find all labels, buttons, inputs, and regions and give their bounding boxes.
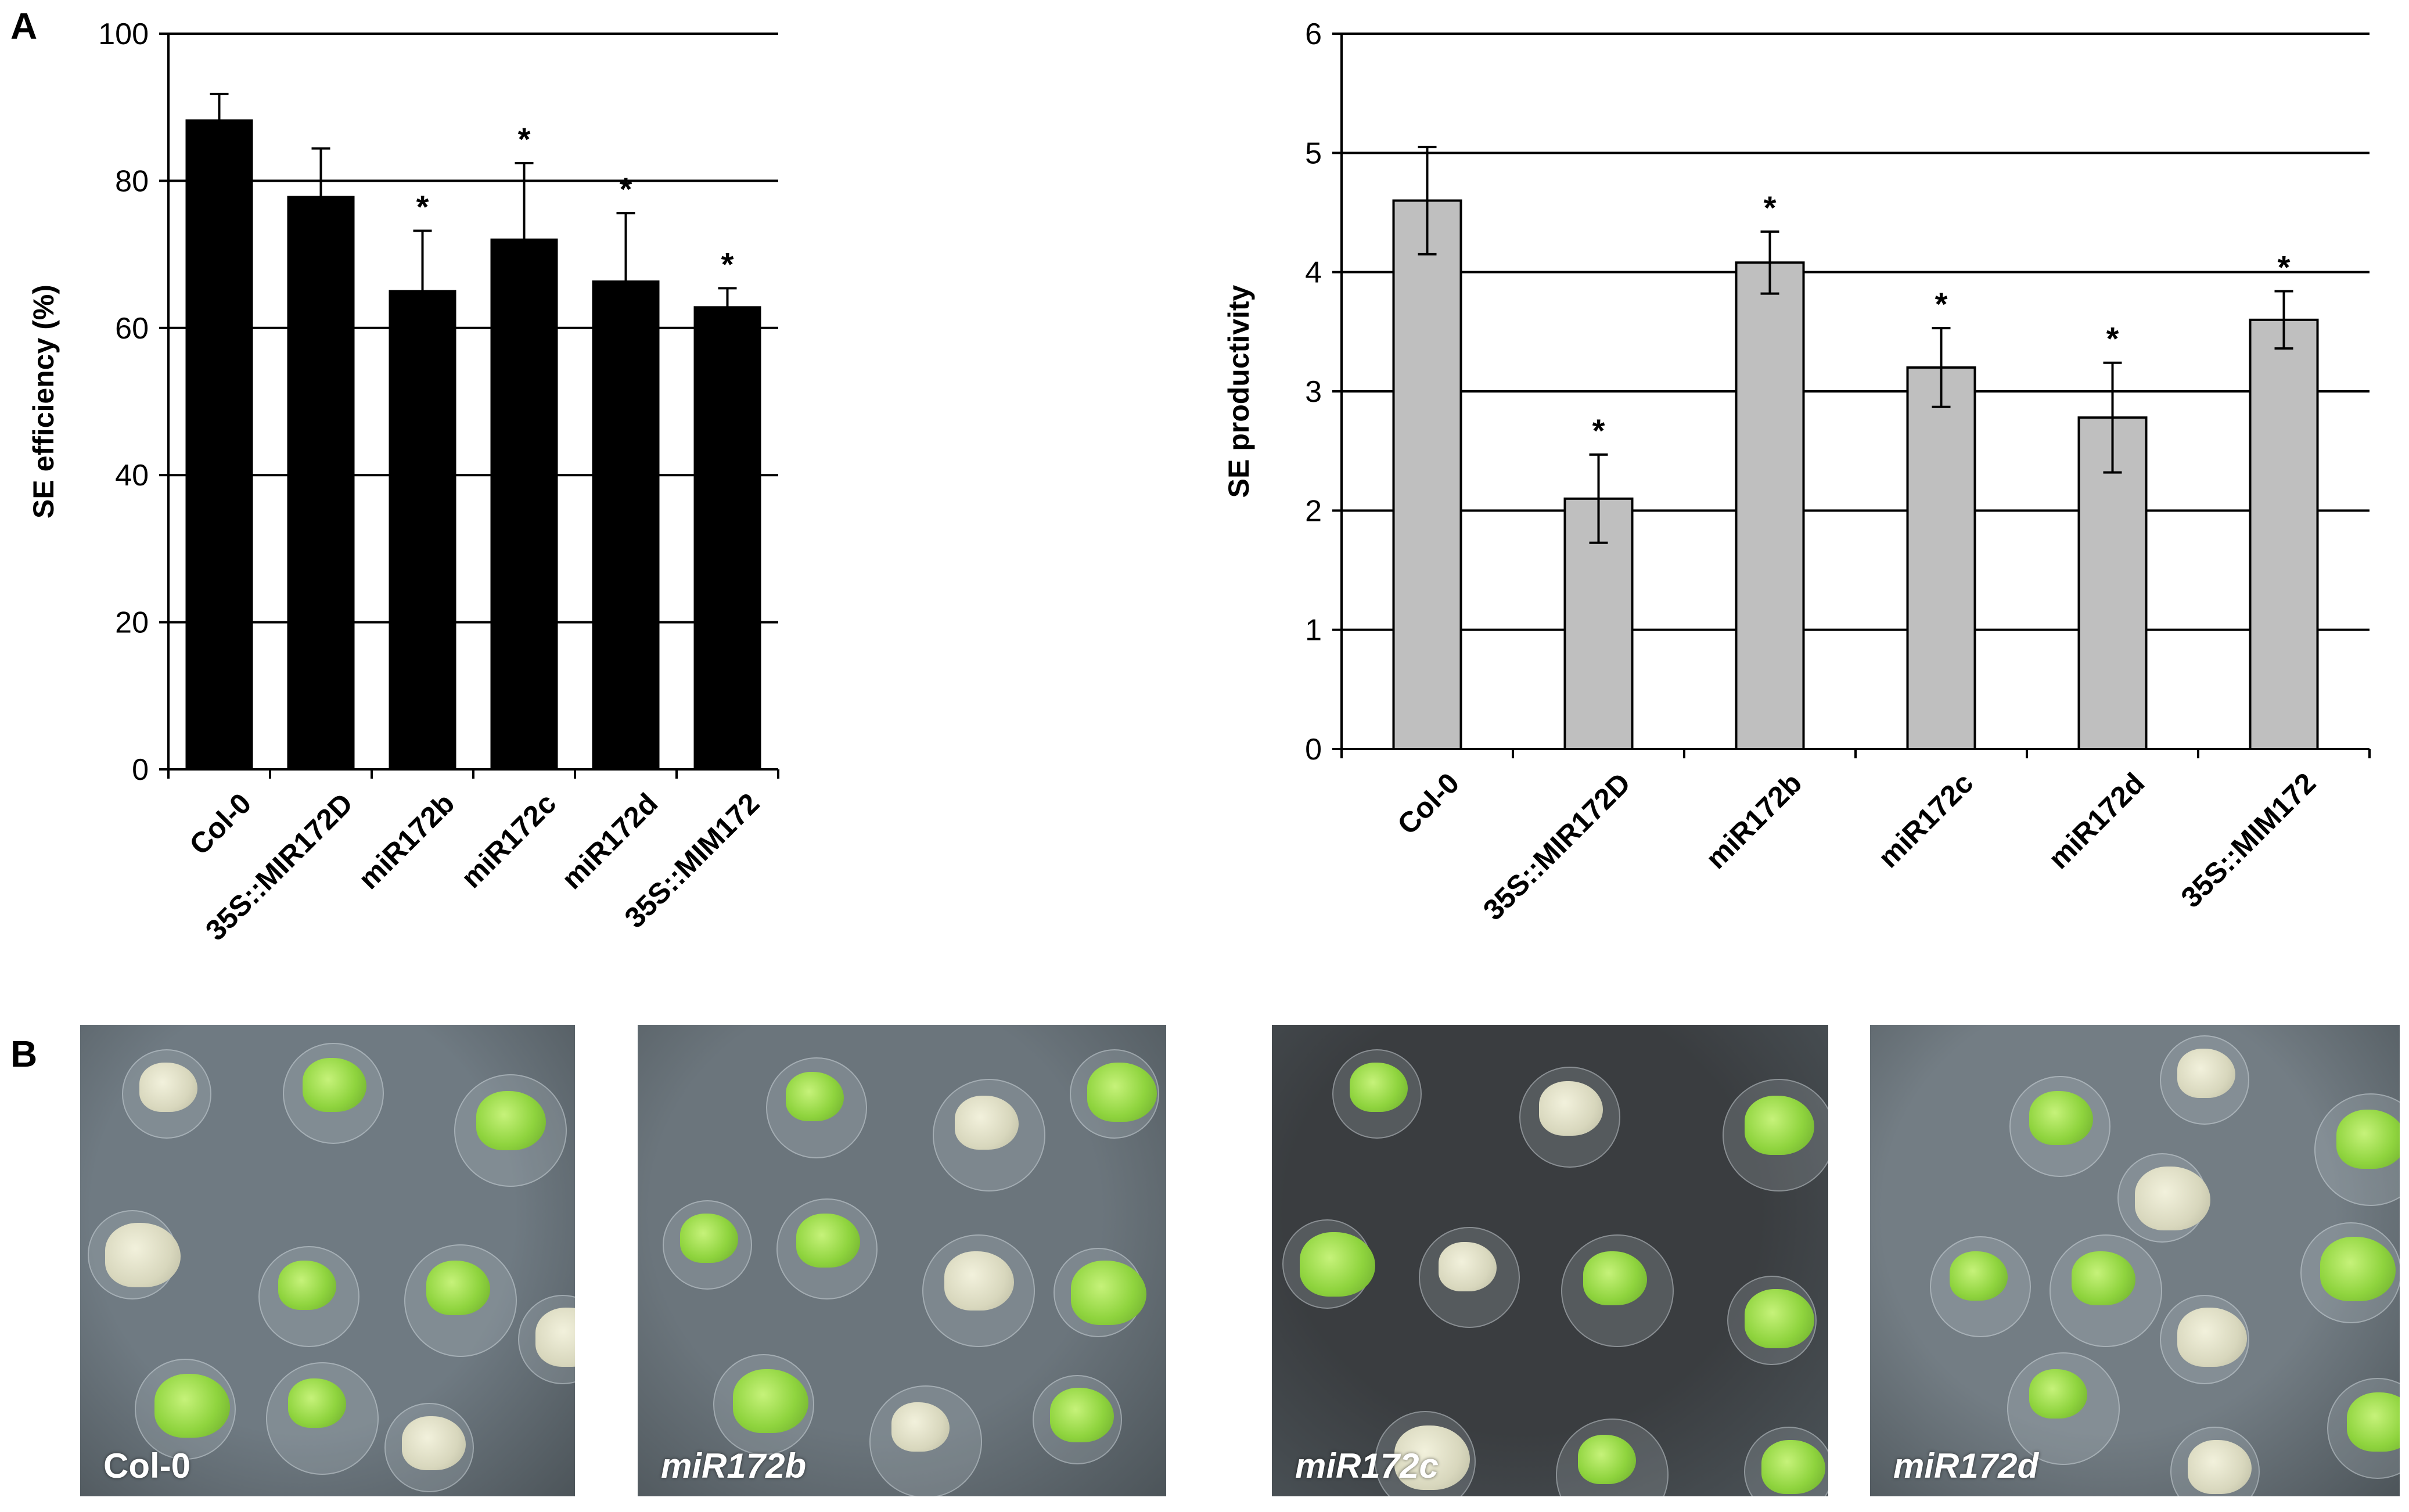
significance-marker: * — [1592, 412, 1605, 449]
callus-tissue — [1583, 1251, 1648, 1306]
bar — [592, 280, 660, 771]
x-tick-label: Col-0 — [183, 787, 257, 861]
callus-tissue — [105, 1223, 181, 1287]
callus-tissue — [785, 1072, 844, 1122]
photo-mir172b: miR172b — [638, 1025, 1166, 1496]
callus-tissue — [1350, 1062, 1408, 1112]
significance-marker: * — [416, 189, 429, 225]
bar — [1735, 261, 1805, 750]
x-tick-label: miR172b — [1699, 766, 1808, 875]
photo-label: Col-0 — [103, 1446, 190, 1485]
y-tick-label: 6 — [1305, 17, 1322, 51]
callus-tissue — [1071, 1261, 1147, 1325]
callus-tissue — [944, 1251, 1014, 1311]
photo-mir172d: miR172d — [1870, 1025, 2400, 1496]
significance-marker: * — [2278, 249, 2291, 286]
bar — [1392, 199, 1462, 750]
callus-tissue — [1745, 1095, 1815, 1155]
y-axis-label: SE efficiency (%) — [27, 285, 60, 519]
photo-label: miR172b — [661, 1446, 807, 1485]
callus-tissue — [287, 1378, 346, 1428]
bar — [1906, 366, 1976, 750]
callus-tissue — [1439, 1241, 1497, 1291]
callus-tissue — [2029, 1369, 2087, 1419]
significance-marker: * — [620, 171, 632, 207]
callus-tissue — [679, 1213, 738, 1263]
callus-tissue — [2029, 1090, 2093, 1146]
callus-tissue — [139, 1062, 198, 1112]
x-tick-label: miR172d — [555, 787, 664, 895]
x-tick-label: Col-0 — [1391, 766, 1465, 841]
y-tick-label: 0 — [1305, 733, 1322, 766]
y-tick-label: 80 — [115, 164, 149, 198]
callus-tissue — [2177, 1048, 2235, 1098]
y-tick-label: 40 — [115, 459, 149, 492]
bar — [2249, 318, 2319, 750]
photo-label: miR172d — [1893, 1446, 2039, 1485]
callus-tissue — [2320, 1237, 2396, 1301]
callus-tissue — [1394, 1425, 1470, 1490]
bar — [287, 196, 355, 771]
y-tick-label: 1 — [1305, 614, 1322, 647]
callus-tissue — [2135, 1166, 2210, 1231]
callus-tissue — [2177, 1308, 2247, 1367]
y-tick-label: 5 — [1305, 136, 1322, 170]
callus-tissue — [401, 1416, 466, 1471]
x-tick-label: 35S::MIM172 — [2175, 766, 2322, 914]
bar — [185, 119, 253, 771]
callus-tissue — [1577, 1435, 1636, 1485]
callus-tissue — [476, 1090, 546, 1150]
callus-tissue — [426, 1261, 491, 1315]
panel-label-a: A — [10, 5, 38, 47]
photo-mir172c: miR172c — [1272, 1025, 1828, 1496]
significance-marker: * — [2106, 321, 2119, 357]
callus-tissue — [154, 1373, 230, 1438]
callus-tissue — [2346, 1392, 2400, 1452]
significance-marker: * — [1935, 286, 1948, 322]
callus-tissue — [1299, 1232, 1375, 1297]
callus-tissue — [1049, 1388, 1114, 1442]
callus-tissue — [278, 1261, 336, 1310]
x-tick-label: 35S::MIR172D — [1477, 766, 1637, 926]
callus-tissue — [2188, 1439, 2252, 1495]
y-tick-label: 4 — [1305, 256, 1322, 290]
callus-tissue — [1949, 1251, 2008, 1301]
callus-tissue — [796, 1213, 860, 1268]
y-tick-label: 100 — [98, 17, 149, 51]
callus-tissue — [2336, 1110, 2400, 1169]
photo-label: miR172c — [1295, 1446, 1439, 1485]
x-tick-label: miR172b — [352, 787, 461, 895]
callus-tissue — [535, 1308, 575, 1367]
callus-tissue — [1761, 1439, 1826, 1495]
y-tick-label: 2 — [1305, 494, 1322, 528]
significance-marker: * — [721, 246, 734, 282]
callus-tissue — [2071, 1251, 2135, 1306]
x-tick-label: miR172c — [1872, 766, 1979, 874]
callus-tissue — [1538, 1081, 1603, 1136]
callus-tissue — [303, 1057, 367, 1113]
callus-tissue — [955, 1095, 1019, 1150]
callus-tissue — [891, 1402, 950, 1452]
callus-tissue — [1087, 1062, 1157, 1122]
y-tick-label: 20 — [115, 606, 149, 640]
bar — [490, 238, 558, 771]
panel-label-b: B — [10, 1033, 38, 1075]
x-tick-label: miR172d — [2042, 766, 2151, 875]
x-tick-label: miR172c — [455, 787, 562, 894]
significance-marker: * — [518, 121, 531, 157]
bar — [389, 290, 456, 771]
y-tick-label: 3 — [1305, 375, 1322, 409]
callus-tissue — [732, 1369, 808, 1434]
y-tick-label: 60 — [115, 312, 149, 345]
y-tick-label: 0 — [132, 753, 149, 787]
significance-marker: * — [1764, 189, 1777, 226]
callus-tissue — [1745, 1288, 1815, 1348]
y-axis-label: SE productivity — [1223, 285, 1255, 498]
bar — [693, 306, 761, 771]
photo-col-0: Col-0 — [80, 1025, 575, 1496]
